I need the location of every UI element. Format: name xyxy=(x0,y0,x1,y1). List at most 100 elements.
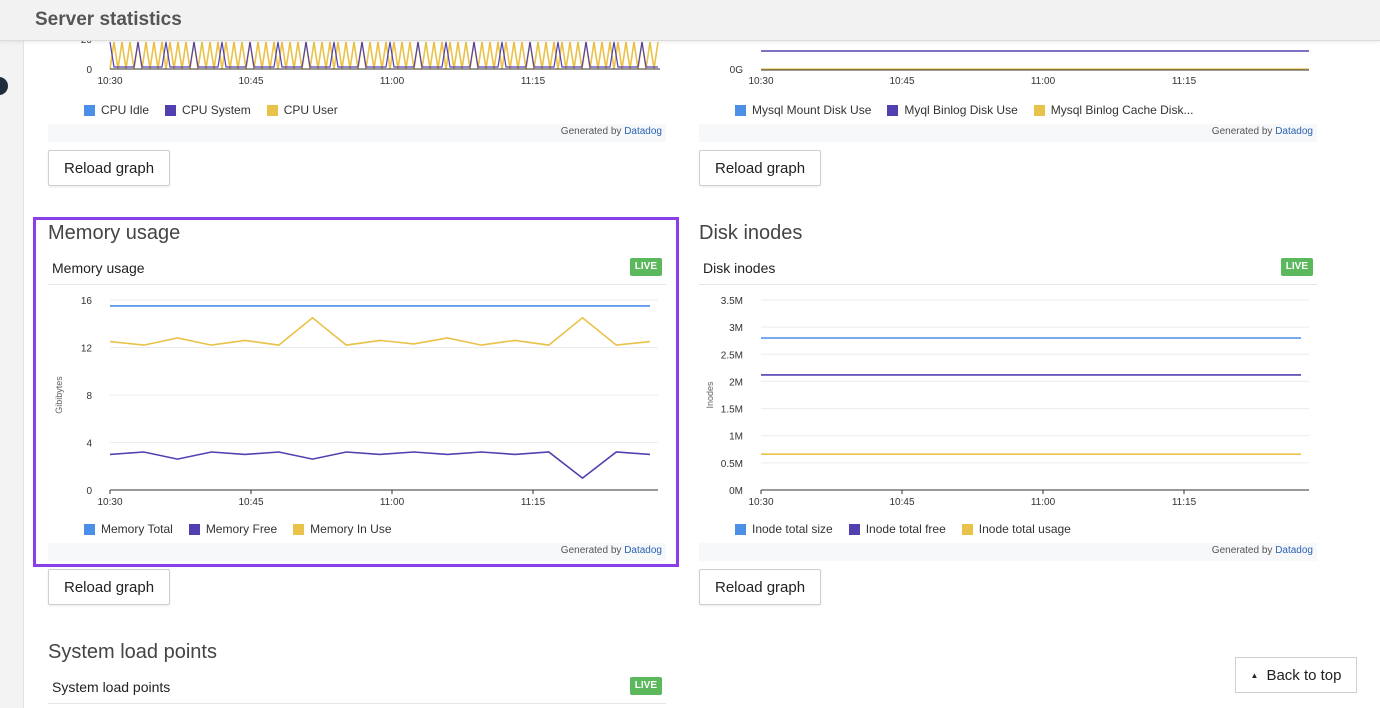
datadog-link[interactable]: Datadog xyxy=(624,126,662,137)
y-tick-label: 3M xyxy=(729,323,743,334)
chart-footer: Generated by Datadog xyxy=(699,124,1317,142)
disk-chart: 0G 10:30 10:45 11:00 11:15 xyxy=(730,50,1309,87)
live-badge: LIVE xyxy=(629,258,662,276)
legend-item[interactable]: Memory Total xyxy=(84,522,173,536)
swatch-purple-icon xyxy=(887,104,899,116)
legend-label: Memory In Use xyxy=(310,522,392,536)
generated-by-text: Generated by xyxy=(1211,126,1273,137)
reload-graph-button[interactable]: Reload graph xyxy=(699,569,822,605)
x-tick-label: 11:15 xyxy=(521,76,546,87)
legend-item[interactable]: CPU User xyxy=(266,103,338,117)
memory-legend: Memory Total Memory Free Memory In Use xyxy=(84,522,392,536)
live-badge: LIVE xyxy=(629,677,662,695)
legend-item[interactable]: Inode total size xyxy=(735,522,833,536)
x-tick-label: 10:45 xyxy=(238,497,263,508)
series-line-cpu-system xyxy=(109,41,658,68)
cpu-chart-card: 20 0 10:30 10:45 11:00 11:15 CPU Idle CPU Sys… xyxy=(48,40,666,142)
disk-legend: Mysql Mount Disk Use Myql Binlog Disk Us… xyxy=(735,103,1193,117)
y-tick-label: 0G xyxy=(730,65,744,76)
swatch-blue-icon xyxy=(84,104,95,116)
legend-item[interactable]: Inode total usage xyxy=(961,522,1071,536)
legend-item[interactable]: CPU System xyxy=(165,103,251,117)
inodes-legend: Inode total size Inode total free Inode … xyxy=(735,522,1071,536)
swatch-purple-icon xyxy=(188,523,200,535)
inodes-chart: 0M 0.5M 1M 1.5M 2M 2.5M 3M 3.5M 10:30 10:45 11:00 1… xyxy=(705,296,1309,508)
x-tick-label: 11:15 xyxy=(1172,497,1197,508)
x-tick-label: 11:15 xyxy=(521,497,546,508)
reload-graph-button[interactable]: Reload graph xyxy=(48,150,171,186)
legend-label: Mysql Binlog Cache Disk... xyxy=(1050,103,1194,117)
x-tick-label: 10:45 xyxy=(238,76,263,87)
caret-up-icon: ▲ xyxy=(1250,671,1259,681)
back-to-top-button[interactable]: ▲ Back to top xyxy=(1235,657,1357,693)
legend-label: CPU System xyxy=(182,103,251,117)
y-axis-label: Inodes xyxy=(705,381,715,409)
y-tick-label: 0 xyxy=(86,65,92,76)
load-section-title: System load points xyxy=(48,641,217,663)
legend-label: CPU Idle xyxy=(101,103,150,117)
datadog-link[interactable]: Datadog xyxy=(1275,545,1313,556)
live-badge: LIVE xyxy=(1280,258,1313,276)
y-tick-label: 16 xyxy=(81,296,93,307)
y-tick-label: 0M xyxy=(729,486,743,497)
legend-label: Inode total size xyxy=(752,522,833,536)
swatch-purple-icon xyxy=(165,104,177,116)
swatch-blue-icon xyxy=(84,523,95,535)
datadog-link[interactable]: Datadog xyxy=(1275,126,1313,137)
y-tick-label: 1M xyxy=(729,432,743,443)
generated-by-text: Generated by xyxy=(560,545,622,556)
swatch-yellow-icon xyxy=(293,523,305,535)
legend-item[interactable]: Inode total free xyxy=(848,522,946,536)
legend-item[interactable]: Myql Binlog Disk Use xyxy=(887,103,1018,117)
x-tick-label: 10:45 xyxy=(889,497,914,508)
legend-item[interactable]: Mysql Binlog Cache Disk... xyxy=(1033,103,1194,117)
y-tick-label: 3.5M xyxy=(721,296,743,307)
series-line-cpu-user xyxy=(109,41,659,70)
load-card-header: System load points LIVE xyxy=(48,674,666,704)
legend-item[interactable]: Memory Free xyxy=(188,522,278,536)
swatch-yellow-icon xyxy=(1033,104,1045,116)
nav-dot-icon[interactable] xyxy=(0,77,8,95)
load-card-title: System load points xyxy=(52,679,171,695)
y-tick-label: 12 xyxy=(81,344,93,355)
legend-label: Inode total usage xyxy=(978,522,1071,536)
legend-label: Memory Free xyxy=(205,522,278,536)
swatch-yellow-icon xyxy=(266,104,278,116)
y-axis-label: Gibibytes xyxy=(54,376,64,414)
memory-card-header: Memory usage LIVE xyxy=(48,255,666,285)
series-line-memory-in-use xyxy=(109,316,651,346)
legend-label: CPU User xyxy=(283,103,338,117)
cpu-chart: 20 0 10:30 10:45 11:00 11:15 xyxy=(81,40,660,87)
left-rail xyxy=(0,0,24,708)
generated-by-text: Generated by xyxy=(1211,545,1273,556)
legend-label: Inode total free xyxy=(865,522,946,536)
cpu-legend: CPU Idle CPU System CPU User xyxy=(84,103,338,117)
legend-item[interactable]: Memory In Use xyxy=(293,522,392,536)
x-tick-label: 11:00 xyxy=(1031,497,1056,508)
page-title: Server statistics xyxy=(35,9,182,30)
x-tick-label: 10:30 xyxy=(748,497,773,508)
back-to-top-label: Back to top xyxy=(1266,666,1342,684)
memory-section-title: Memory usage xyxy=(48,222,181,244)
memory-card-title: Memory usage xyxy=(52,260,145,276)
legend-item[interactable]: Mysql Mount Disk Use xyxy=(735,103,871,117)
reload-graph-button[interactable]: Reload graph xyxy=(48,569,171,605)
legend-item[interactable]: CPU Idle xyxy=(84,103,149,117)
datadog-link[interactable]: Datadog xyxy=(624,545,662,556)
swatch-blue-icon xyxy=(735,523,746,535)
reload-graph-button[interactable]: Reload graph xyxy=(699,150,822,186)
y-tick-label: 0.5M xyxy=(721,459,743,470)
inodes-card-header: Disk inodes LIVE xyxy=(699,255,1317,285)
y-tick-label: 0 xyxy=(86,486,92,497)
x-tick-label: 11:00 xyxy=(380,76,405,87)
memory-chart: 0 4 8 12 16 10:30 10:45 11:00 11:15 Gibibytes xyxy=(54,296,658,508)
x-tick-label: 11:00 xyxy=(380,497,405,508)
generated-by-text: Generated by xyxy=(560,126,622,137)
disk-chart-card: 0G 10:30 10:45 11:00 11:15 Mysql Mount Disk … xyxy=(699,40,1317,142)
swatch-yellow-icon xyxy=(961,523,973,535)
inodes-section-title: Disk inodes xyxy=(699,222,803,244)
y-tick-label: 8 xyxy=(86,391,92,402)
y-tick-label: 2M xyxy=(729,377,743,388)
chart-footer: Generated by Datadog xyxy=(48,543,666,561)
swatch-blue-icon xyxy=(735,104,746,116)
